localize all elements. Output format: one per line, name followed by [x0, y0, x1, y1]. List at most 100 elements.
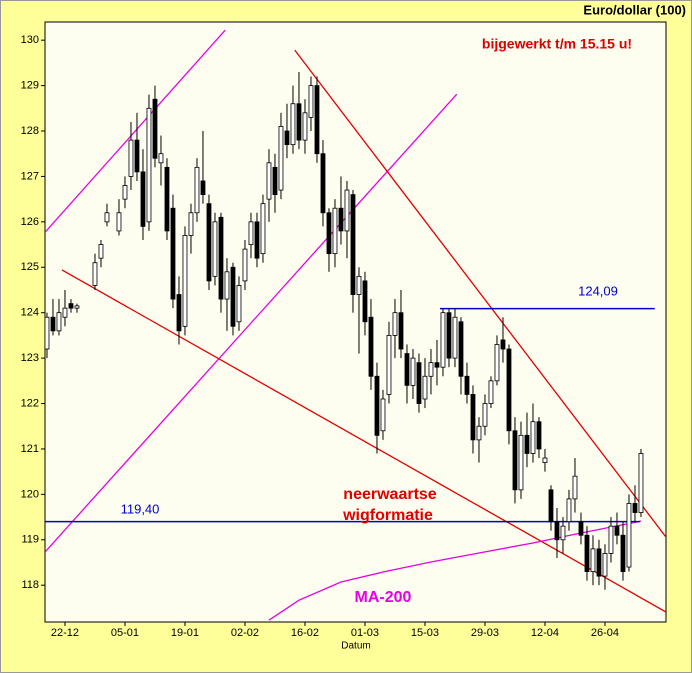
candle-body: [182, 235, 188, 327]
candle-body: [188, 212, 194, 236]
candle-body: [536, 421, 542, 450]
candle-body: [332, 207, 338, 255]
candle-body: [146, 107, 152, 223]
candle-body: [356, 275, 362, 295]
candle-body: [470, 394, 476, 441]
candle-body: [428, 362, 434, 377]
candle-body: [578, 521, 584, 536]
candle-body: [260, 203, 266, 255]
candle-body: [272, 166, 278, 195]
y-tick-label: 125: [21, 261, 39, 273]
x-tick-label: 22-12: [51, 627, 79, 639]
chart-title: Euro/dollar (100): [583, 2, 686, 17]
candle-body: [464, 375, 470, 395]
candle-body: [230, 266, 236, 327]
candle-body: [326, 212, 332, 255]
candle-body: [380, 398, 386, 432]
candle-body: [416, 362, 422, 404]
y-tick-label: 130: [21, 34, 39, 46]
candle-body: [374, 375, 380, 436]
candle-body: [44, 316, 50, 350]
x-tick-label: 16-02: [291, 627, 319, 639]
candle-body: [278, 126, 284, 191]
candle-body: [170, 207, 176, 300]
y-tick-label: 118: [21, 579, 39, 591]
candle-body: [452, 316, 458, 359]
candle-body: [626, 503, 632, 568]
candle-body: [344, 189, 350, 232]
candle-body: [68, 303, 74, 309]
candle-body: [518, 434, 524, 491]
plot-area: [44, 21, 667, 623]
candle-body: [362, 280, 368, 323]
candle-body: [92, 262, 98, 286]
y-tick-label: 128: [21, 125, 39, 137]
candle-body: [338, 207, 344, 232]
x-tick-label: 12-04: [531, 627, 559, 639]
candle-body: [440, 312, 446, 368]
candle-body: [116, 212, 122, 232]
candle-body: [218, 216, 224, 300]
candle-body: [176, 294, 182, 332]
candle-body: [290, 103, 296, 146]
x-tick-label: 15-03: [411, 627, 439, 639]
x-tick-label: 26-04: [591, 627, 619, 639]
candle-body: [302, 112, 308, 141]
candle-body: [620, 534, 626, 572]
candle-body: [98, 244, 104, 259]
level-label: 119,40: [121, 501, 160, 516]
candle-body: [410, 357, 416, 386]
candle-body: [50, 316, 56, 332]
candle-body: [422, 375, 428, 400]
y-tick-label: 121: [21, 443, 39, 455]
candle-body: [590, 548, 596, 572]
candle-body: [614, 525, 620, 536]
candle-body: [194, 166, 200, 214]
candle-body: [284, 130, 290, 146]
x-tick-label: 02-02: [231, 627, 259, 639]
y-tick-label: 120: [21, 488, 39, 500]
candle-body: [320, 153, 326, 214]
candle-body: [296, 103, 302, 141]
trend-line: [61, 269, 666, 613]
trend-line: [45, 29, 226, 233]
y-tick-label: 124: [21, 307, 39, 319]
candle-body: [122, 185, 128, 200]
candle-body: [506, 348, 512, 432]
annotation: bijgewerkt t/m 15.15 u!: [482, 36, 632, 52]
candle-body: [140, 171, 146, 227]
candle-body: [62, 307, 68, 318]
candle-body: [602, 553, 608, 577]
candle-body: [458, 321, 464, 377]
candle-body: [638, 453, 644, 513]
candle-body: [434, 362, 440, 368]
y-tick-label: 129: [21, 79, 39, 91]
candle-body: [632, 503, 638, 513]
annotation: neerwaartse: [343, 486, 436, 503]
candle-body: [152, 98, 158, 159]
candle-body: [212, 221, 218, 277]
candle-body: [476, 425, 482, 441]
candle-body: [128, 139, 134, 177]
candle-body: [134, 139, 140, 173]
candle-body: [56, 312, 62, 332]
candle-body: [542, 457, 548, 463]
candle-body: [560, 525, 566, 541]
candle-body: [248, 221, 254, 245]
candle-body: [572, 475, 578, 500]
y-tick-label: 122: [21, 397, 39, 409]
y-tick-label: 127: [21, 170, 39, 182]
annotation: wigformatie: [342, 507, 433, 524]
candle-body: [596, 548, 602, 577]
candle-body: [350, 194, 356, 295]
x-tick-label: 19-01: [171, 627, 199, 639]
candle-body: [554, 521, 560, 541]
y-tick-label: 123: [21, 352, 39, 364]
candle-body: [566, 498, 572, 523]
x-tick-label: 01-03: [351, 627, 379, 639]
candle-body: [482, 403, 488, 427]
candle-body: [164, 166, 170, 232]
candle-body: [104, 212, 110, 223]
candle-body: [512, 430, 518, 491]
